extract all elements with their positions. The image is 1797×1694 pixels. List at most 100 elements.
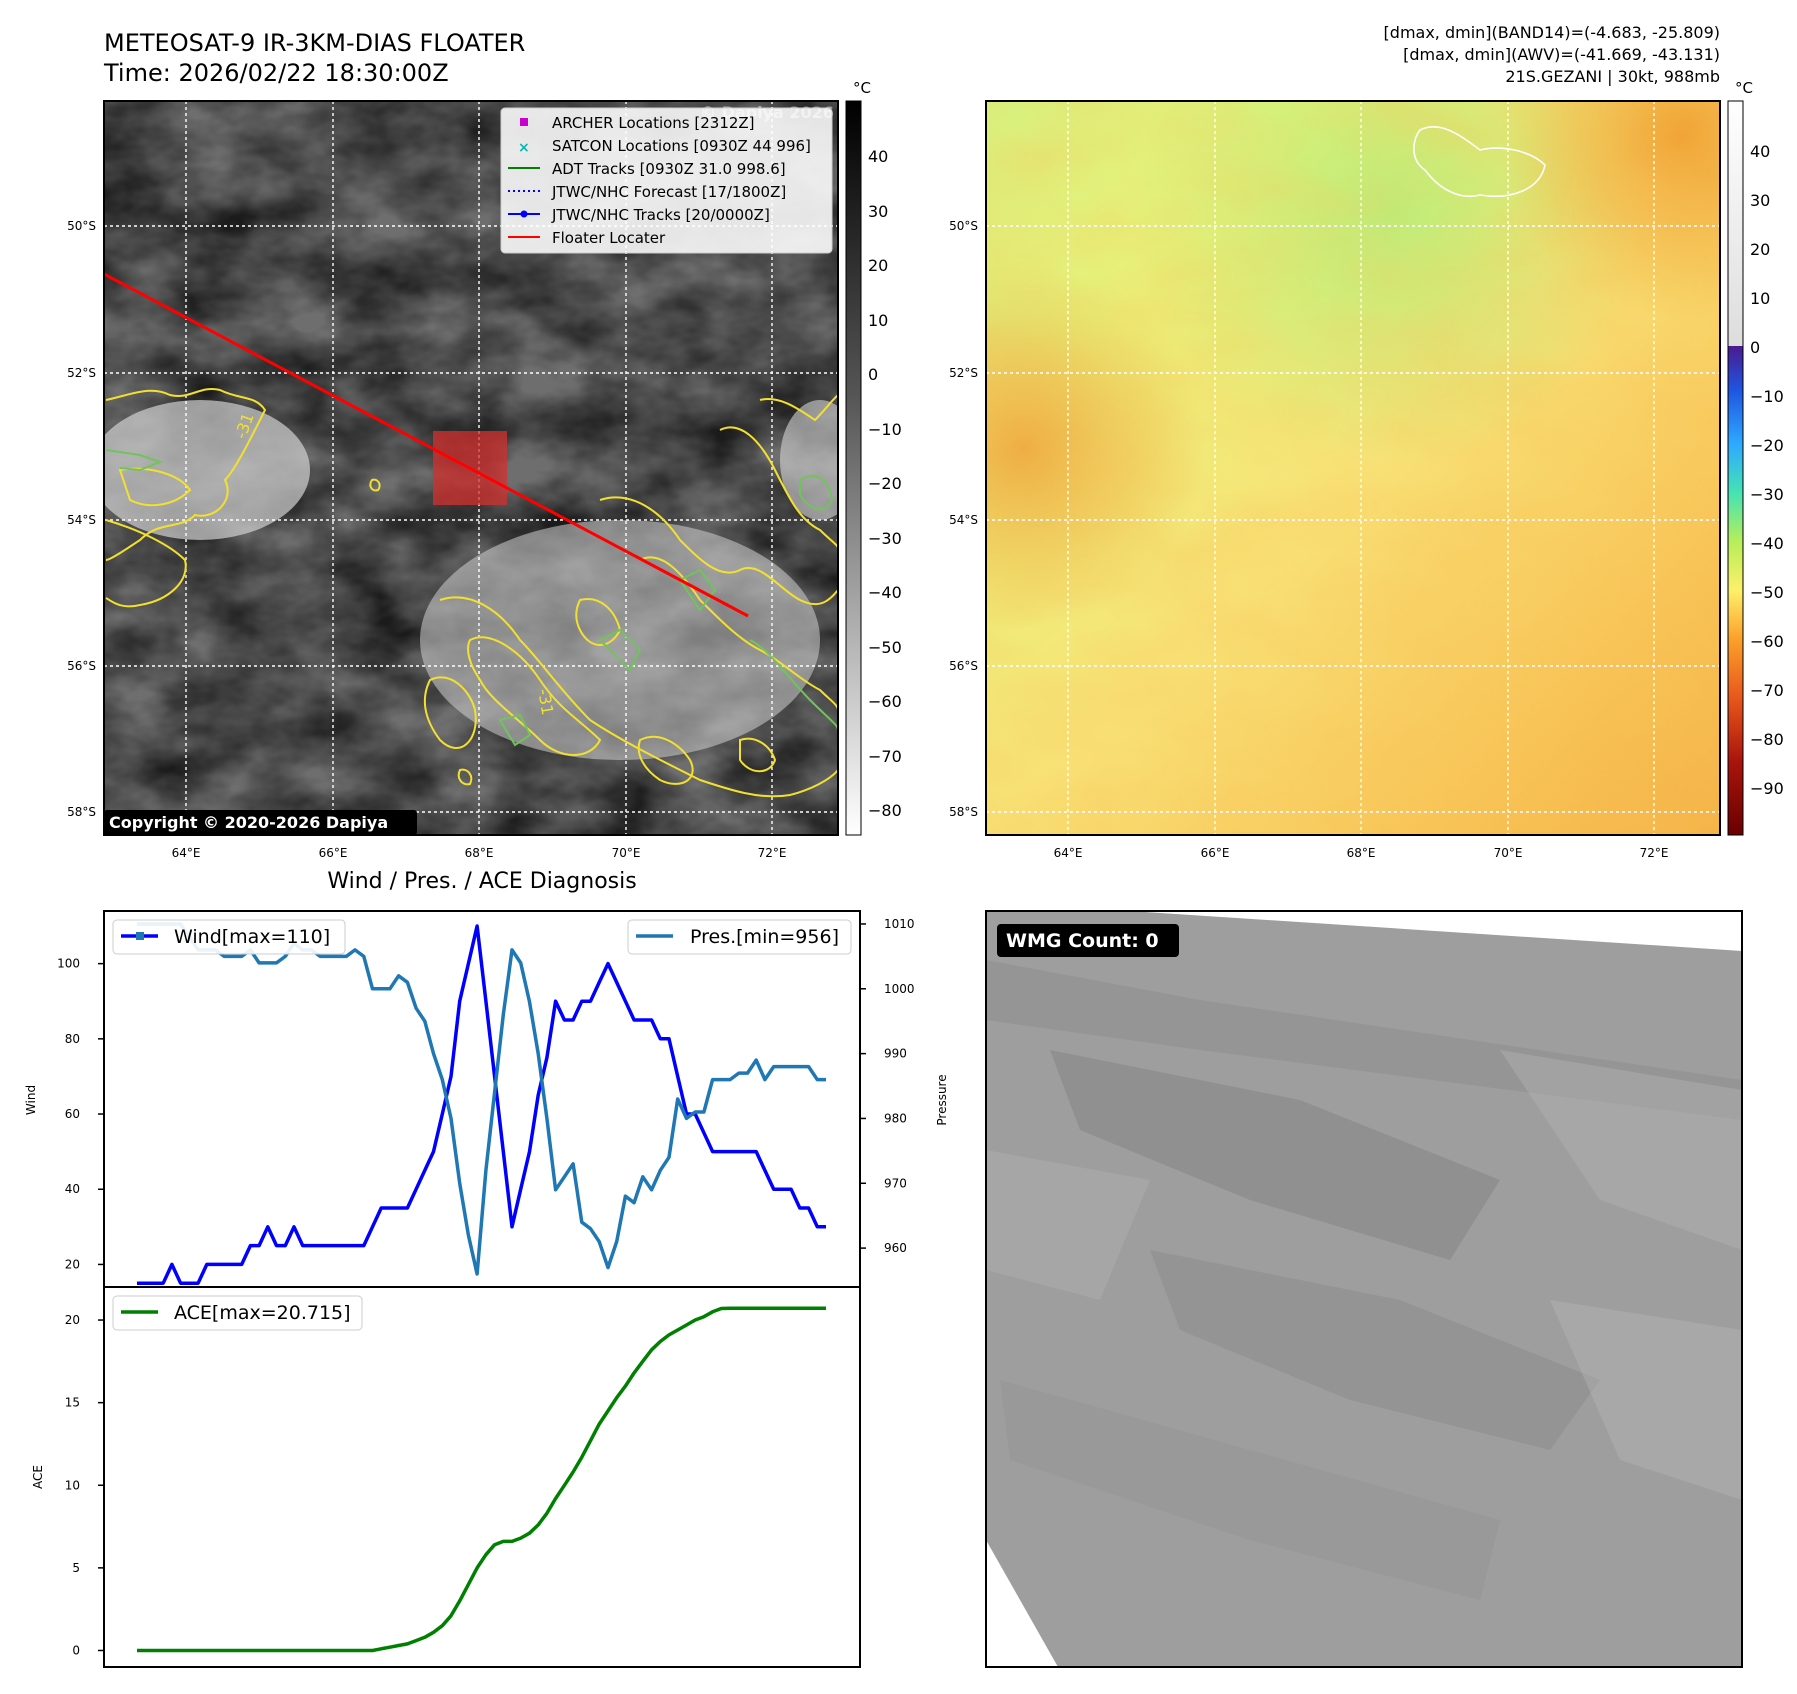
wind-tick-label: 20	[65, 1257, 80, 1271]
wind-tick-label: 60	[65, 1107, 80, 1121]
figure-title: METEOSAT-9 IR-3KM-DIAS FLOATER	[104, 29, 525, 57]
wind-tick-label: 100	[57, 957, 80, 971]
lon-label: 68°E	[465, 846, 494, 860]
legend-label: ADT Tracks [0930Z 31.0 998.6]	[552, 160, 786, 178]
floater-locater-track	[104, 272, 749, 618]
lon-label: 64°E	[1054, 846, 1083, 860]
wv-colorbar-upper	[1728, 101, 1743, 346]
storm-info: 21S.GEZANI | 30kt, 988mb	[1505, 67, 1720, 86]
ir-colorbar: °C 40 30 20 10 0 −10 −20 −30 −40 −50 −60…	[845, 79, 902, 836]
figure-time: Time: 2026/02/22 18:30:00Z	[103, 59, 449, 87]
wv-colorbar: °C 40 30 20 10 0 −10 −20 −30 −40 −50 −60…	[1727, 79, 1784, 836]
wv-cbar-tick: 40	[1750, 142, 1770, 161]
ir-colorbar-unit: °C	[853, 79, 871, 97]
ir-cbar-tick: −10	[868, 420, 902, 439]
ir-bright-cloud-east	[780, 400, 838, 520]
ace-legend: ACE[max=20.715]	[112, 1295, 363, 1331]
legend-label: Floater Locater	[552, 229, 666, 247]
legend-label: JTWC/NHC Forecast [17/1800Z]	[551, 183, 786, 201]
ir-map-panel: -31 -31 © Dapiya 2026 50°S 52°S 54°S 56°…	[67, 79, 902, 860]
wv-cbar-tick: −10	[1750, 387, 1784, 406]
lon-label: 72°E	[758, 846, 787, 860]
ir-cbar-tick: 10	[868, 311, 888, 330]
pressure-tick-label: 970	[884, 1176, 907, 1190]
ir-cbar-tick: −60	[868, 692, 902, 711]
band14-range: [dmax, dmin](BAND14)=(-4.683, -25.809)	[1384, 23, 1720, 42]
wv-colorbar-lower	[1728, 346, 1743, 835]
wmg-band	[1550, 1300, 1742, 1500]
grid-lines	[986, 101, 1720, 835]
wv-cbar-tick: −70	[1750, 681, 1784, 700]
wv-cbar-tick: −20	[1750, 436, 1784, 455]
ir-bright-cloud-southeast	[420, 520, 820, 760]
wv-cbar-tick: −30	[1750, 485, 1784, 504]
wv-cbar-tick: −80	[1750, 730, 1784, 749]
green-contours	[105, 449, 838, 747]
lat-label: 54°S	[949, 513, 978, 527]
lat-label: 58°S	[67, 805, 96, 819]
legend-label: JTWC/NHC Tracks [20/0000Z]	[551, 206, 770, 224]
pressure-axis-label: Pressure	[935, 1074, 949, 1125]
ir-legend: ARCHER Locations [2312Z] × SATCON Locati…	[500, 107, 833, 254]
ir-cbar-tick: −70	[868, 747, 902, 766]
pressure-legend-label: Pres.[min=956]	[690, 926, 839, 948]
ace-legend-label: ACE[max=20.715]	[174, 1302, 351, 1324]
ace-tick-label: 0	[72, 1643, 80, 1657]
awv-range: [dmax, dmin](AWV)=(-41.669, -43.131)	[1403, 45, 1720, 64]
ir-colorbar-ramp	[845, 100, 862, 836]
wind-legend-box	[112, 919, 346, 955]
wv-colorbar-unit: °C	[1735, 79, 1753, 97]
satcon-marker: ×	[518, 140, 530, 156]
wind-legend-label: Wind[max=110]	[174, 926, 330, 948]
wv-lat-labels: 50°S 52°S 54°S 56°S 58°S	[949, 219, 978, 819]
lat-label: 52°S	[949, 366, 978, 380]
wv-cbar-tick: 30	[1750, 191, 1770, 210]
pressure-tick-label: 980	[884, 1111, 907, 1125]
wind-tick-label: 80	[65, 1032, 80, 1046]
ace-series-line	[137, 1306, 826, 1653]
ir-cbar-tick: 40	[868, 147, 888, 166]
wind-axis: 20 40 60 80 100	[57, 957, 104, 1271]
contour-label-2: -31	[534, 687, 557, 716]
lon-label: 70°E	[612, 846, 641, 860]
lon-label: 70°E	[1494, 846, 1523, 860]
wmg-count-label: WMG Count: 0	[1006, 930, 1159, 952]
lat-label: 56°S	[67, 659, 96, 673]
wv-cbar-tick: −50	[1750, 583, 1784, 602]
lat-label: 56°S	[949, 659, 978, 673]
ir-cbar-tick: 30	[868, 202, 888, 221]
lon-label: 64°E	[172, 846, 201, 860]
ace-chart: 0 5 10 15 20 ACE ACE[max=20.715]	[31, 1286, 861, 1668]
pressure-tick-label: 1000	[884, 982, 915, 996]
ir-cbar-tick: −50	[868, 638, 902, 657]
ace-axis-label: ACE	[31, 1465, 45, 1489]
archer-marker	[520, 118, 528, 126]
ir-cbar-tick: 20	[868, 256, 888, 275]
pressure-legend-box	[627, 919, 852, 955]
wv-cbar-tick: −90	[1750, 779, 1784, 798]
wv-cbar-tick: 10	[1750, 289, 1770, 308]
wind-pressure-chart: 20 40 60 80 100 960 970 980 990 1000 1010 Wind Pr…	[24, 910, 949, 1288]
lon-label: 66°E	[319, 846, 348, 860]
ir-cbar-tick: 0	[868, 365, 878, 384]
ir-cbar-tick: −30	[868, 529, 902, 548]
ir-cbar-tick: −80	[868, 801, 902, 820]
wmg-count-box	[997, 924, 1179, 957]
ace-tick-label: 10	[65, 1478, 80, 1492]
wv-map-frame	[985, 100, 1721, 836]
lon-label: 68°E	[1347, 846, 1376, 860]
legend-label: SATCON Locations [0930Z 44 996]	[552, 137, 811, 155]
ace-legend-box	[112, 1295, 363, 1331]
ace-frame	[103, 1286, 861, 1668]
ace-tick-label: 15	[65, 1396, 80, 1410]
pressure-tick-label: 1010	[884, 917, 915, 931]
ace-tick-label: 20	[65, 1313, 80, 1327]
ace-tick-label: 5	[72, 1561, 80, 1575]
lat-label: 58°S	[949, 805, 978, 819]
wv-lon-labels: 64°E 66°E 68°E 70°E 72°E	[1054, 846, 1669, 860]
wv-colorbar-frame	[1727, 100, 1744, 836]
pressure-axis: 960 970 980 990 1000 1010	[860, 917, 915, 1255]
lat-label: 54°S	[67, 513, 96, 527]
wmg-band	[1500, 1050, 1742, 1250]
